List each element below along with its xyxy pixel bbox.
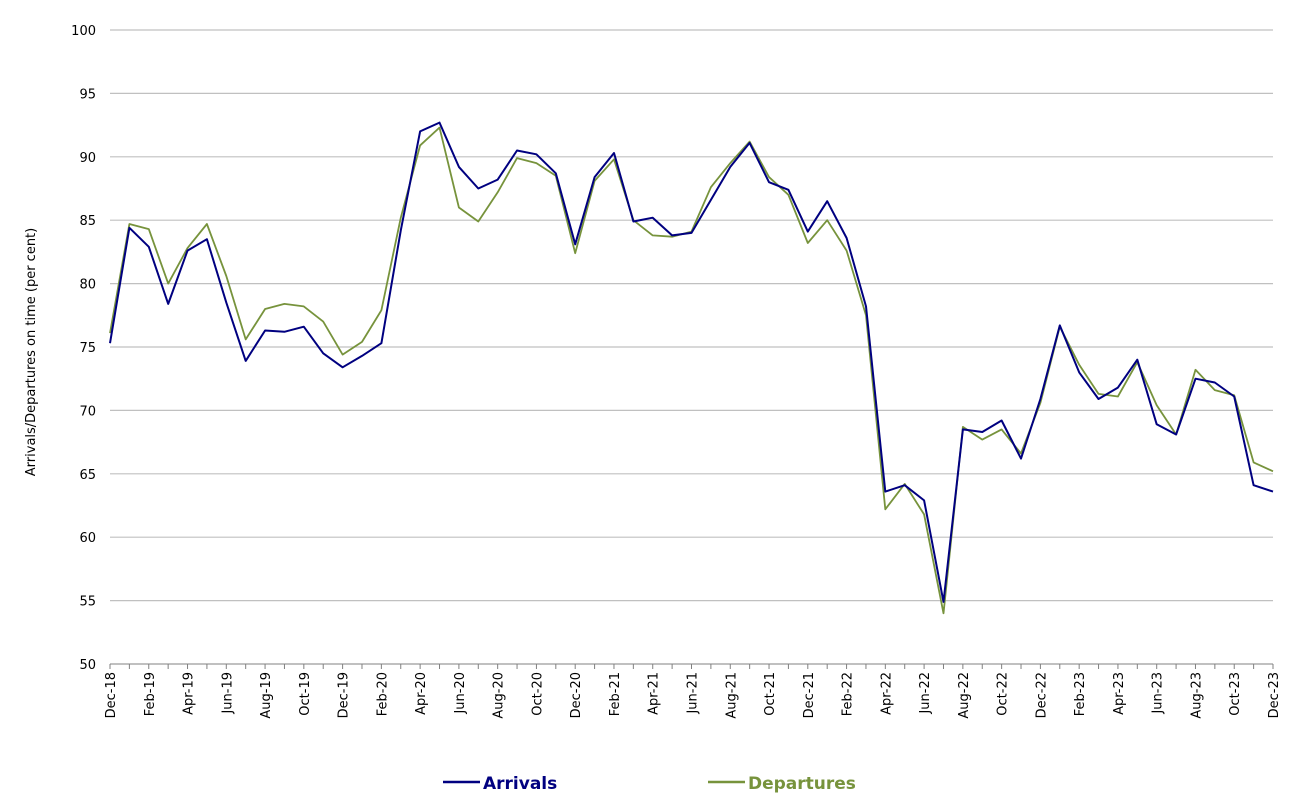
x-tick-label: Feb-22 <box>841 672 856 716</box>
x-tick-label: Apr-19 <box>182 672 197 715</box>
x-tick-label: Oct-21 <box>763 672 778 716</box>
series-lines <box>109 121 1274 615</box>
x-tick-label: Oct-20 <box>530 672 545 716</box>
y-tick-label: 50 <box>79 658 96 673</box>
y-tick-label: 90 <box>79 151 96 166</box>
y-tick-label: 75 <box>79 341 96 356</box>
legend-label-departures: Departures <box>748 774 856 794</box>
legend-label-arrivals: Arrivals <box>483 774 557 794</box>
x-tick-label: Feb-21 <box>608 672 623 716</box>
series-line-arrivals <box>109 121 1274 603</box>
x-tick-label: Apr-20 <box>414 672 429 715</box>
x-tick-label: Aug-20 <box>492 672 507 719</box>
x-tick-label: Feb-19 <box>143 672 158 716</box>
grid-lines <box>110 29 1273 602</box>
x-tick-label: Dec-23 <box>1267 672 1282 718</box>
x-tick-label: Jun-23 <box>1151 672 1166 715</box>
x-tick-label: Aug-21 <box>724 672 739 719</box>
series-line-departures <box>109 126 1274 615</box>
y-tick-label: 55 <box>79 595 96 610</box>
y-tick-label: 80 <box>79 278 96 293</box>
x-tick-label: Dec-18 <box>104 672 119 718</box>
x-axis-ticks: Dec-18 Feb-19 Apr-19 Jun-19 Aug-19 Oct-19 Dec-… <box>104 664 1282 719</box>
x-tick-label: Oct-23 <box>1228 672 1243 716</box>
y-tick-label: 100 <box>71 24 96 39</box>
y-tick-label: 85 <box>79 214 96 229</box>
y-tick-label: 70 <box>79 404 96 419</box>
x-tick-label: Apr-22 <box>879 672 894 715</box>
x-tick-label: Aug-22 <box>957 672 972 719</box>
legend: Arrivals Departures <box>443 774 856 794</box>
x-tick-label: Oct-22 <box>996 672 1011 716</box>
y-axis-title: Arrivals/Departures on time (per cent) <box>24 228 39 476</box>
x-tick-label: Apr-23 <box>1112 672 1127 715</box>
x-tick-label: Dec-19 <box>337 672 352 718</box>
x-tick-label: Jun-20 <box>453 672 468 715</box>
x-tick-label: Dec-22 <box>1034 672 1049 718</box>
x-tick-label: Jun-21 <box>686 672 701 715</box>
x-tick-label: Feb-20 <box>375 672 390 716</box>
y-tick-label: 60 <box>79 531 96 546</box>
x-tick-label: Jun-19 <box>220 672 235 715</box>
y-tick-label: 95 <box>79 87 96 102</box>
x-tick-label: Apr-21 <box>647 672 662 715</box>
y-axis-tick-labels: 50 55 60 65 70 75 80 85 90 95 100 <box>71 24 96 673</box>
x-tick-label: Feb-23 <box>1073 672 1088 716</box>
x-tick-label: Aug-23 <box>1189 672 1204 719</box>
y-tick-label: 65 <box>79 468 96 483</box>
x-tick-label: Oct-19 <box>298 672 313 716</box>
x-tick-label: Dec-21 <box>802 672 817 718</box>
x-tick-label: Jun-22 <box>918 672 933 715</box>
x-tick-label: Aug-19 <box>259 672 274 719</box>
x-tick-label: Dec-20 <box>569 672 584 718</box>
